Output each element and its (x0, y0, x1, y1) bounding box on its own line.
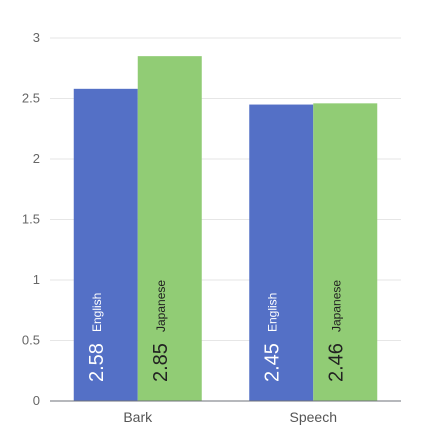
y-tick-label: 1 (33, 272, 40, 287)
bar-series-label: Japanese (329, 280, 343, 332)
y-tick-label: 0.5 (22, 333, 40, 348)
x-tick-label: Speech (290, 409, 337, 425)
x-axis-tick-labels: Bark Speech (123, 409, 337, 425)
x-tick-label: Bark (123, 409, 153, 425)
y-tick-label: 2.5 (22, 91, 40, 106)
bar-value-label: 2.46 (326, 343, 348, 382)
y-tick-label: 3 (33, 30, 40, 45)
y-axis-tick-labels: 0 0.5 1 1.5 2 2.5 3 (22, 30, 40, 408)
y-tick-label: 0 (33, 393, 40, 408)
bar-series-label: Japanese (154, 280, 168, 332)
bar-series-label: English (90, 293, 104, 332)
bar-value-label: 2.58 (86, 343, 108, 382)
bar-value-label: 2.45 (262, 343, 284, 382)
bar-value-label: 2.85 (150, 343, 172, 382)
y-tick-label: 1.5 (22, 212, 40, 227)
y-tick-label: 2 (33, 151, 40, 166)
bar-series-label: English (265, 293, 279, 332)
